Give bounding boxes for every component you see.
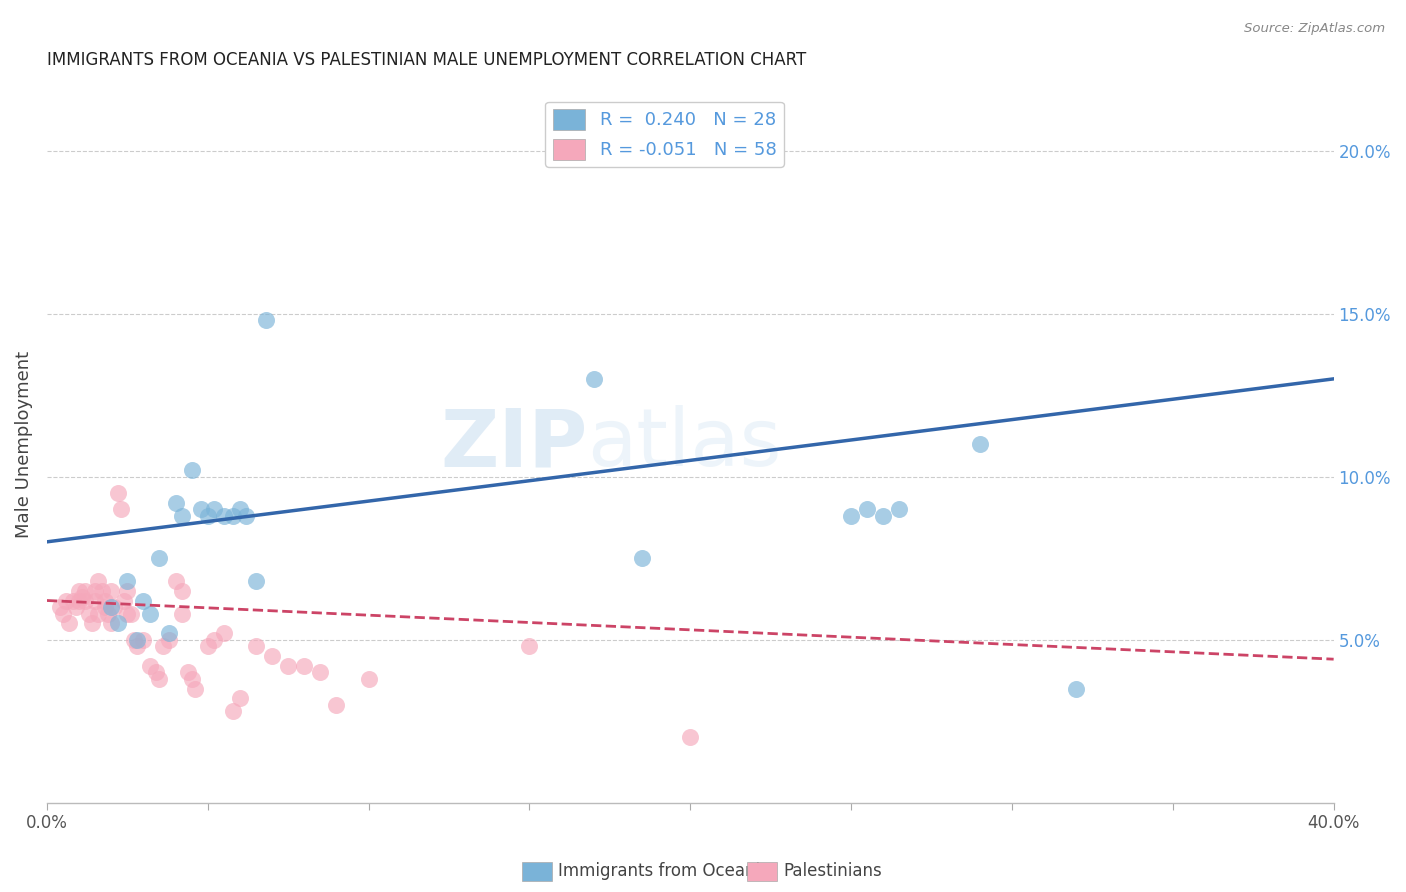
Point xyxy=(157,632,180,647)
Text: ZIP: ZIP xyxy=(440,405,588,483)
Point xyxy=(202,502,225,516)
Point xyxy=(132,632,155,647)
Point xyxy=(72,591,94,605)
Point xyxy=(62,593,84,607)
Point xyxy=(110,502,132,516)
Point xyxy=(139,658,162,673)
Point xyxy=(157,626,180,640)
Point xyxy=(222,704,245,718)
Point xyxy=(107,616,129,631)
Point xyxy=(49,600,72,615)
Point xyxy=(75,583,97,598)
Point xyxy=(631,551,654,566)
Point xyxy=(202,632,225,647)
Point xyxy=(75,593,97,607)
Point xyxy=(292,658,315,673)
Point xyxy=(1064,681,1087,696)
Point xyxy=(212,508,235,523)
Point xyxy=(309,665,332,680)
Point xyxy=(67,583,90,598)
Point xyxy=(197,639,219,653)
Point xyxy=(229,691,252,706)
Point xyxy=(170,607,193,621)
Point xyxy=(889,502,911,516)
Point xyxy=(94,593,117,607)
Point xyxy=(145,665,167,680)
Point xyxy=(132,593,155,607)
Point xyxy=(180,463,202,477)
Point xyxy=(58,616,80,631)
Point xyxy=(229,502,252,516)
Text: Immigrants from Oceania: Immigrants from Oceania xyxy=(558,863,770,880)
Point xyxy=(254,313,277,327)
Point xyxy=(245,639,267,653)
Point xyxy=(148,551,170,566)
Point xyxy=(52,607,75,621)
Y-axis label: Male Unemployment: Male Unemployment xyxy=(15,351,32,538)
Point xyxy=(180,672,202,686)
Point xyxy=(170,508,193,523)
Point xyxy=(197,508,219,523)
Point xyxy=(184,681,207,696)
Point xyxy=(277,658,299,673)
Point xyxy=(262,648,284,663)
Point xyxy=(65,600,87,615)
Point xyxy=(107,486,129,500)
Point xyxy=(357,672,380,686)
Point xyxy=(245,574,267,588)
Point xyxy=(117,607,139,621)
Point xyxy=(969,437,991,451)
Point xyxy=(222,508,245,523)
Point xyxy=(679,731,702,745)
Point xyxy=(100,583,122,598)
Point xyxy=(872,508,894,523)
Point xyxy=(94,600,117,615)
Text: IMMIGRANTS FROM OCEANIA VS PALESTINIAN MALE UNEMPLOYMENT CORRELATION CHART: IMMIGRANTS FROM OCEANIA VS PALESTINIAN M… xyxy=(46,51,806,69)
Point xyxy=(152,639,174,653)
Point xyxy=(84,593,107,607)
Point xyxy=(170,583,193,598)
Text: Source: ZipAtlas.com: Source: ZipAtlas.com xyxy=(1244,22,1385,36)
Point xyxy=(212,626,235,640)
Point xyxy=(103,600,125,615)
Point xyxy=(87,574,110,588)
Point xyxy=(55,593,77,607)
Point xyxy=(582,372,605,386)
Point xyxy=(80,616,103,631)
Point xyxy=(84,583,107,598)
Text: atlas: atlas xyxy=(588,405,782,483)
Point xyxy=(100,600,122,615)
Point xyxy=(177,665,200,680)
Point xyxy=(139,607,162,621)
Point xyxy=(125,639,148,653)
Point xyxy=(90,583,112,598)
Point xyxy=(117,583,139,598)
Point xyxy=(87,607,110,621)
Point xyxy=(839,508,862,523)
Point xyxy=(117,574,139,588)
Legend: R =  0.240   N = 28, R = -0.051   N = 58: R = 0.240 N = 28, R = -0.051 N = 58 xyxy=(546,102,783,167)
Point xyxy=(67,593,90,607)
Point xyxy=(97,607,120,621)
Point xyxy=(148,672,170,686)
Point xyxy=(100,616,122,631)
Point xyxy=(519,639,541,653)
Point xyxy=(77,607,100,621)
Point xyxy=(125,632,148,647)
Point xyxy=(165,574,187,588)
Point xyxy=(856,502,879,516)
Point xyxy=(122,632,145,647)
Point xyxy=(235,508,257,523)
Point xyxy=(120,607,142,621)
Point xyxy=(190,502,212,516)
Point xyxy=(112,593,135,607)
Text: Palestinians: Palestinians xyxy=(783,863,882,880)
Point xyxy=(325,698,347,712)
Point xyxy=(165,496,187,510)
